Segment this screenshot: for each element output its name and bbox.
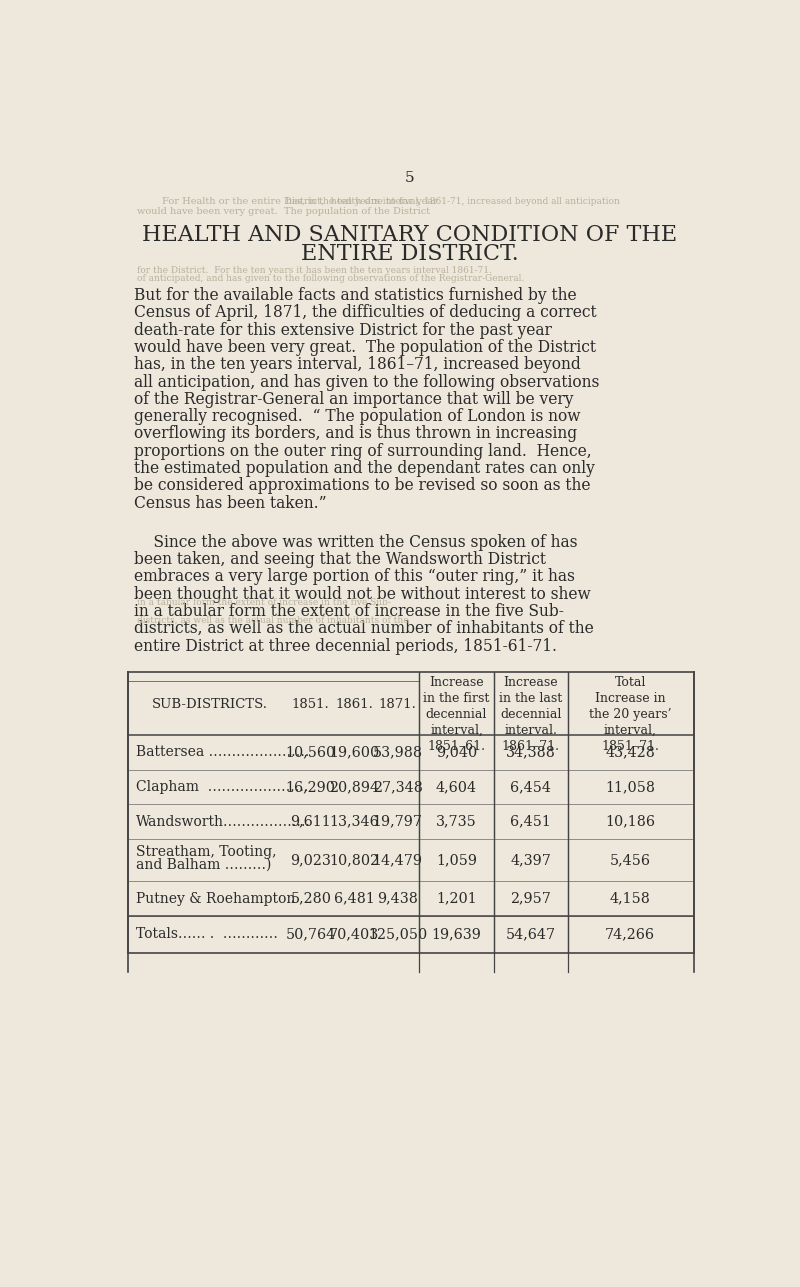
Text: 125,050: 125,050 (368, 928, 427, 942)
Text: 4,604: 4,604 (436, 780, 477, 794)
Text: entire District at three decennial periods, 1851-61-71.: entire District at three decennial perio… (134, 637, 557, 655)
Text: 3,735: 3,735 (436, 815, 477, 829)
Text: the estimated population and the dependant rates can only: the estimated population and the dependa… (134, 461, 595, 477)
Text: 54,647: 54,647 (506, 928, 556, 942)
Text: 14,479: 14,479 (373, 853, 422, 867)
Text: 1,059: 1,059 (436, 853, 477, 867)
Text: all anticipation, and has given to the following observations: all anticipation, and has given to the f… (134, 373, 599, 390)
Text: been thought that it would not be without interest to shew: been thought that it would not be withou… (134, 586, 591, 602)
Text: 5,456: 5,456 (610, 853, 650, 867)
Text: For Health or the entire District,  health due to far year: For Health or the entire District, healt… (162, 197, 438, 206)
Text: 1861.: 1861. (335, 698, 373, 710)
Text: 10,186: 10,186 (605, 815, 655, 829)
Text: Census has been taken.”: Census has been taken.” (134, 494, 326, 512)
Text: has, in the ten years interval, 1861–71, increased beyond: has, in the ten years interval, 1861–71,… (134, 356, 581, 373)
Text: 53,988: 53,988 (373, 745, 422, 759)
Text: of the Registrar-General an importance that will be very: of the Registrar-General an importance t… (134, 391, 574, 408)
Text: 5,280: 5,280 (290, 892, 331, 906)
Text: 4,397: 4,397 (510, 853, 551, 867)
Text: 6,481: 6,481 (334, 892, 374, 906)
Text: in a tabular form the extent of increase in the five Sub-: in a tabular form the extent of increase… (134, 604, 564, 620)
Text: would have been very great.  The population of the District: would have been very great. The populati… (134, 338, 596, 355)
Text: 19,639: 19,639 (431, 928, 482, 942)
Text: 20,894: 20,894 (329, 780, 379, 794)
Text: 2,957: 2,957 (510, 892, 551, 906)
Text: 6,454: 6,454 (510, 780, 551, 794)
Text: 34,388: 34,388 (506, 745, 556, 759)
Text: 10,802: 10,802 (329, 853, 379, 867)
Text: 9,611: 9,611 (290, 815, 331, 829)
Text: in a tabular form the extent of increase in the five Sub-: in a tabular form the extent of increase… (138, 598, 391, 607)
Text: proportions on the outer ring of surrounding land.  Hence,: proportions on the outer ring of surroun… (134, 443, 592, 459)
Text: 5: 5 (405, 171, 415, 185)
Text: Clapham  ………………….: Clapham …………………. (136, 780, 308, 794)
Text: has, in the ten years interval, 1861-71, increased beyond all anticipation: has, in the ten years interval, 1861-71,… (286, 197, 620, 206)
Text: embraces a very large portion of this “outer ring,” it has: embraces a very large portion of this “o… (134, 569, 575, 586)
Text: overflowing its borders, and is thus thrown in increasing: overflowing its borders, and is thus thr… (134, 426, 578, 443)
Text: 1,201: 1,201 (436, 892, 477, 906)
Text: Census of April, 1871, the difficulties of deducing a correct: Census of April, 1871, the difficulties … (134, 304, 597, 322)
Text: 50,764: 50,764 (286, 928, 336, 942)
Text: 16,290: 16,290 (286, 780, 336, 794)
Text: Since the above was written the Census spoken of has: Since the above was written the Census s… (134, 534, 578, 551)
Text: 43,428: 43,428 (605, 745, 655, 759)
Text: 10,560: 10,560 (286, 745, 336, 759)
Text: Battersea ………………….: Battersea …………………. (136, 745, 309, 759)
Text: generally recognised.  “ The population of London is now: generally recognised. “ The population o… (134, 408, 581, 425)
Text: Totals…… .  …………: Totals…… . ………… (136, 928, 278, 942)
Text: been taken, and seeing that the Wandsworth District: been taken, and seeing that the Wandswor… (134, 551, 546, 568)
Text: Total
Increase in
the 20 years’
interval,
1851–71.: Total Increase in the 20 years’ interval… (589, 676, 671, 753)
Text: 11,058: 11,058 (605, 780, 655, 794)
Text: Wandsworth……………….: Wandsworth………………. (136, 815, 310, 829)
Text: But for the available facts and statistics furnished by the: But for the available facts and statisti… (134, 287, 577, 304)
Text: and Balham ………): and Balham ………) (136, 857, 271, 871)
Text: 70,403: 70,403 (329, 928, 379, 942)
Text: Increase
in the first
decennial
interval,
1851–61.: Increase in the first decennial interval… (423, 676, 490, 753)
Text: Putney & Roehampton: Putney & Roehampton (136, 892, 295, 906)
Text: death-rate for this extensive District for the past year: death-rate for this extensive District f… (134, 322, 552, 338)
Text: 19,797: 19,797 (373, 815, 422, 829)
Text: 19,600: 19,600 (329, 745, 379, 759)
Text: ENTIRE DISTRICT.: ENTIRE DISTRICT. (301, 243, 519, 265)
Text: 6,451: 6,451 (510, 815, 551, 829)
Text: of anticipated, and has given to the following observations of the Registrar-Gen: of anticipated, and has given to the fol… (138, 274, 525, 283)
Text: SUB-DISTRICTS.: SUB-DISTRICTS. (152, 698, 268, 710)
Text: 13,346: 13,346 (330, 815, 379, 829)
Text: 27,348: 27,348 (373, 780, 422, 794)
Text: for the District.  For the ten years it has been the ten years interval 1861-71.: for the District. For the ten years it h… (138, 266, 492, 275)
Text: 1851.: 1851. (292, 698, 330, 710)
Text: 1871.: 1871. (378, 698, 417, 710)
Text: districts, as well as the actual number of inhabitants of the: districts, as well as the actual number … (134, 620, 594, 637)
Text: 9,023: 9,023 (290, 853, 331, 867)
Text: 9,040: 9,040 (436, 745, 477, 759)
Text: Streatham, Tooting,: Streatham, Tooting, (136, 846, 277, 860)
Text: HEALTH AND SANITARY CONDITION OF THE: HEALTH AND SANITARY CONDITION OF THE (142, 224, 678, 246)
Text: would have been very great.  The population of the District: would have been very great. The populati… (138, 207, 430, 216)
Text: 9,438: 9,438 (377, 892, 418, 906)
Text: be considered approximations to be revised so soon as the: be considered approximations to be revis… (134, 477, 590, 494)
Text: districts, as well as the actual number of inhabitants of the: districts, as well as the actual number … (138, 615, 409, 624)
Text: Increase
in the last
decennial
interval.
1861–71.: Increase in the last decennial interval.… (499, 676, 562, 753)
Text: 74,266: 74,266 (605, 928, 655, 942)
Text: 4,158: 4,158 (610, 892, 650, 906)
